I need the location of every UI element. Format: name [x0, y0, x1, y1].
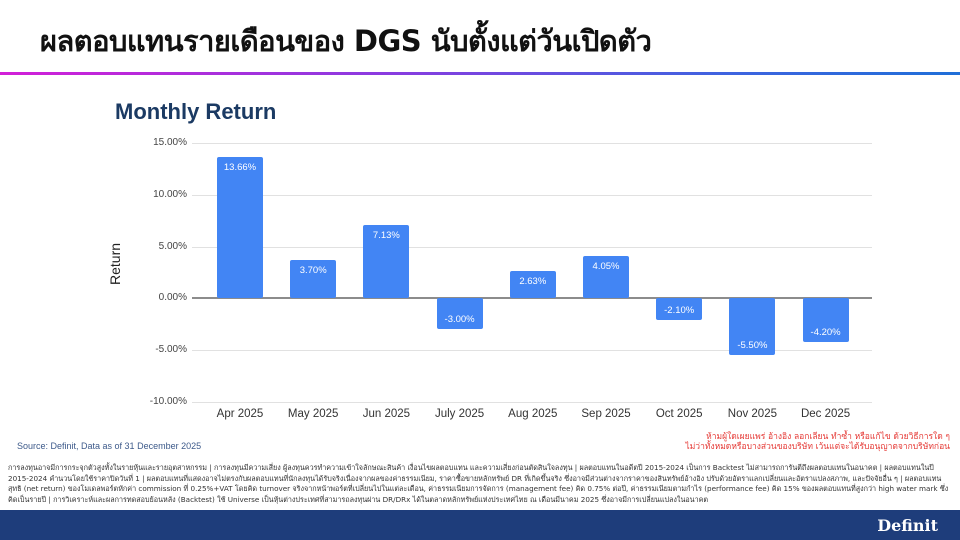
- y-tick-label: 5.00%: [158, 240, 187, 252]
- bar: -4.20%: [802, 298, 849, 342]
- definit-logo: Definit: [877, 516, 938, 535]
- bar-value-label: 2.63%: [519, 276, 547, 288]
- gridline: [192, 402, 872, 403]
- bar-value-label: -4.20%: [810, 326, 841, 338]
- y-tick-label: 15.00%: [153, 137, 187, 148]
- bar: 7.13%: [363, 224, 410, 299]
- page-title: ผลตอบแทนรายเดือนของ DGS นับตั้งแต่วันเปิ…: [40, 24, 652, 58]
- x-tick-label: Dec 2025: [800, 408, 851, 420]
- bar: 2.63%: [509, 271, 556, 299]
- footer-bar: Definit: [0, 510, 960, 540]
- bar: -5.50%: [729, 298, 776, 356]
- x-tick-label: Jun 2025: [362, 408, 411, 420]
- zero-baseline: [192, 297, 872, 300]
- x-tick-label: Oct 2025: [655, 408, 703, 420]
- bar-value-label: -3.00%: [444, 314, 475, 326]
- gridline: [192, 194, 872, 196]
- x-tick-label: Sep 2025: [581, 408, 631, 420]
- y-tick-label: 10.00%: [153, 188, 187, 200]
- y-tick-label: -5.00%: [155, 344, 187, 356]
- disclaimer-text: การลงทุนอาจมีการกระจุกตัวสูงทั้งในรายหุ้…: [8, 463, 949, 504]
- gridline: [192, 246, 872, 248]
- gridline: [192, 350, 872, 352]
- bar-value-label: -5.50%: [737, 340, 768, 352]
- x-tick-label: Apr 2025: [216, 408, 264, 420]
- copyright-warning: ห้ามผู้ใดเผยแพร่ อ้างอิง ลอกเลียน ทำซ้ำ …: [685, 432, 950, 452]
- y-tick-label: -10.00%: [149, 396, 187, 407]
- warning-line-2: ไม่ว่าทั้งหมดหรือบางส่วนของบริษัท เว้นแต…: [685, 442, 950, 452]
- x-tick-label: Nov 2025: [727, 408, 777, 420]
- gridline: [192, 143, 872, 144]
- bar: 3.70%: [290, 260, 337, 299]
- y-tick-label: 0.00%: [158, 292, 187, 304]
- bar-value-label: 3.70%: [299, 265, 327, 277]
- source-note: Source: Definit, Data as of 31 December …: [17, 441, 202, 451]
- chart-title: Monthly Return: [115, 99, 277, 124]
- warning-line-1: ห้ามผู้ใดเผยแพร่ อ้างอิง ลอกเลียน ทำซ้ำ …: [706, 432, 950, 442]
- bar-value-label: -2.10%: [664, 305, 695, 317]
- bar-value-label: 4.05%: [592, 261, 620, 273]
- bar: 4.05%: [583, 256, 629, 299]
- y-axis-label: Return: [107, 242, 123, 285]
- x-tick-label: May 2025: [287, 408, 339, 420]
- bar-value-label: 13.66%: [223, 161, 257, 173]
- title-underline-gradient: [0, 72, 960, 75]
- x-tick-label: Aug 2025: [508, 408, 558, 420]
- bar-value-label: 7.13%: [372, 229, 400, 241]
- bar: -2.10%: [656, 298, 703, 321]
- x-tick-label: July 2025: [434, 408, 485, 420]
- bar: 13.66%: [217, 156, 263, 299]
- bar: -3.00%: [436, 298, 483, 330]
